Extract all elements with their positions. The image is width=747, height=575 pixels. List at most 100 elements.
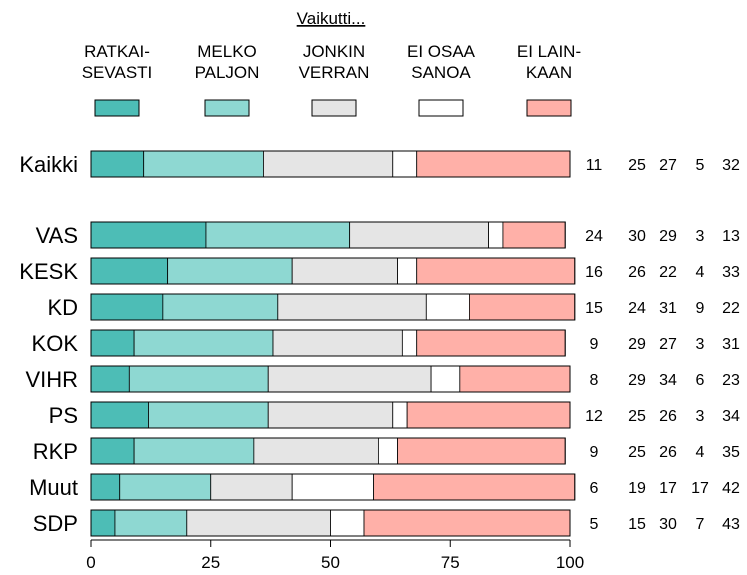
- row-vihr-segment-1: [90, 365, 130, 393]
- row-vas-value-2: 30: [628, 228, 646, 245]
- row-vas-value-4: 3: [696, 228, 705, 245]
- row-kesk-segment-3: [291, 257, 398, 285]
- row-ps-bar-outline: [90, 401, 571, 429]
- row-rkp-segment-3: [253, 437, 379, 465]
- row-muut-segment-1: [90, 473, 121, 501]
- row-ps-segment-1: [90, 401, 149, 429]
- legend-item-2-swatch: [204, 99, 250, 117]
- row-muut-bar-outline: [90, 473, 576, 501]
- row-vihr-value-5: 23: [722, 372, 740, 389]
- x-tick-label-50: 50: [321, 553, 340, 572]
- legend-item-5-label-line: KAAN: [526, 63, 572, 82]
- row-kaikki-value-2: 25: [628, 157, 646, 174]
- legend-item-5-swatch: [526, 99, 572, 117]
- row-kd-segment-2: [162, 293, 279, 321]
- row-rkp-value-5: 35: [722, 444, 740, 461]
- row-vas-value-3: 29: [659, 228, 677, 245]
- x-tick-label-0: 0: [86, 553, 95, 572]
- row-ps-value-4: 3: [696, 408, 705, 425]
- row-kesk-segment-4: [397, 257, 418, 285]
- row-kaikki-segment-3: [263, 150, 394, 178]
- row-muut-segment-4: [291, 473, 375, 501]
- row-kd-label: KD: [47, 295, 78, 320]
- row-kesk-value-2: 26: [628, 264, 646, 281]
- row-ps-label: PS: [49, 403, 78, 428]
- row-ps-segment-2: [148, 401, 269, 429]
- row-vihr-segment-4: [430, 365, 461, 393]
- row-muut-value-3: 17: [659, 480, 677, 497]
- legend-item-3-label-line: VERRAN: [299, 63, 370, 82]
- row-kaikki-value-5: 32: [722, 157, 740, 174]
- row-kesk-segment-5: [416, 257, 576, 285]
- row-kd-value-3: 31: [659, 300, 677, 317]
- row-kaikki-segment-1: [90, 150, 145, 178]
- row-kaikki-value-3: 27: [659, 157, 677, 174]
- row-ps-value-1: 12: [585, 408, 603, 425]
- row-kd-segment-3: [277, 293, 427, 321]
- row-rkp-value-4: 4: [696, 444, 705, 461]
- row-kaikki-value-4: 5: [696, 157, 705, 174]
- row-kaikki-segment-4: [392, 150, 418, 178]
- row-rkp-value-2: 25: [628, 444, 646, 461]
- row-kd-segment-1: [90, 293, 164, 321]
- row-kok-value-1: 9: [590, 336, 599, 353]
- row-vihr-value-1: 8: [590, 372, 599, 389]
- row-sdp-value-2: 15: [628, 516, 646, 533]
- row-vas-value-1: 24: [585, 228, 603, 245]
- row-kesk-value-3: 22: [659, 264, 677, 281]
- row-vihr-segment-3: [267, 365, 432, 393]
- row-kd-value-1: 15: [585, 300, 603, 317]
- row-kd-value-4: 9: [696, 300, 705, 317]
- row-kok-bar-outline: [90, 329, 566, 357]
- legend-item-1-label-line: RATKAI-: [84, 42, 150, 61]
- row-ps-segment-4: [392, 401, 408, 429]
- row-kd-value-2: 24: [628, 300, 646, 317]
- row-ps-value-3: 26: [659, 408, 677, 425]
- row-sdp-segment-5: [363, 509, 571, 537]
- row-kaikki-segment-5: [416, 150, 571, 178]
- row-kaikki-value-1: 11: [586, 157, 603, 174]
- row-kok-value-2: 29: [628, 336, 646, 353]
- row-muut-value-1: 6: [590, 480, 599, 497]
- row-sdp-value-5: 43: [722, 516, 740, 533]
- row-kd-segment-5: [469, 293, 576, 321]
- row-kd-value-5: 22: [722, 300, 740, 317]
- legend-item-5-label: EI LAIN- KAAN: [517, 42, 581, 82]
- row-muut-value-5: 42: [722, 480, 740, 497]
- row-vas-segment-5: [502, 221, 566, 249]
- row-vihr-segment-2: [128, 365, 269, 393]
- row-kesk-value-1: 16: [585, 264, 603, 281]
- row-kaikki-bar-outline: [90, 150, 571, 178]
- row-kok-segment-5: [416, 329, 566, 357]
- row-vihr-value-2: 29: [628, 372, 646, 389]
- row-ps-segment-3: [267, 401, 394, 429]
- row-muut-value-2: 19: [628, 480, 646, 497]
- row-sdp-value-3: 30: [659, 516, 677, 533]
- row-kesk-segment-1: [90, 257, 169, 285]
- legend-item-1-label-line: SEVASTI: [82, 63, 153, 82]
- row-kok-segment-3: [272, 329, 403, 357]
- row-kd-bar-outline: [90, 293, 576, 321]
- bars: [90, 150, 576, 537]
- row-vihr-value-3: 34: [659, 372, 677, 389]
- row-kok-segment-2: [133, 329, 274, 357]
- row-kok-value-5: 31: [722, 336, 740, 353]
- row-vihr-label: VIHR: [25, 367, 78, 392]
- row-vihr-segment-5: [459, 365, 571, 393]
- row-vas-segment-2: [205, 221, 351, 249]
- legend-item-1-label: RATKAI- SEVASTI: [82, 42, 153, 82]
- row-rkp-segment-1: [90, 437, 135, 465]
- x-axis: 0 25 50 75 100: [86, 539, 584, 572]
- row-kesk-label: KESK: [19, 259, 78, 284]
- row-ps-segment-5: [406, 401, 571, 429]
- legend-item-4-swatch: [418, 99, 464, 117]
- row-rkp-segment-2: [133, 437, 255, 465]
- row-sdp-value-4: 7: [696, 516, 705, 533]
- row-muut-label: Muut: [29, 475, 78, 500]
- legend: Vaikutti... RATKAI- SEVASTI MELKO PALJON JON…: [82, 9, 581, 117]
- row-kesk-value-5: 33: [722, 264, 740, 281]
- legend-title: Vaikutti...: [297, 9, 366, 28]
- x-tick-label-25: 25: [201, 553, 220, 572]
